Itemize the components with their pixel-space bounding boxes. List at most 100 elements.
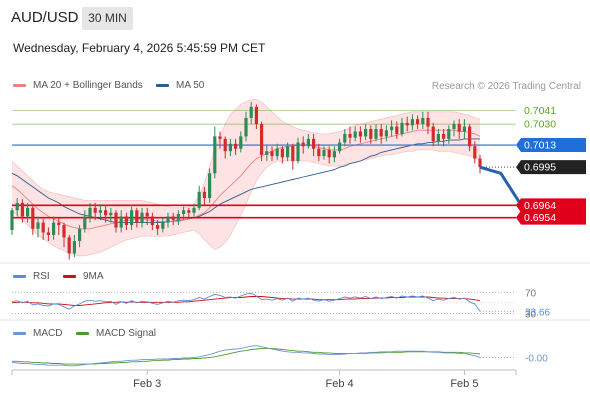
candle-body [390,126,394,131]
candle-body [161,222,165,229]
candle-body [306,138,310,147]
support-level-tag [516,198,586,213]
rsi-current-label: 33.66 [525,307,550,318]
candle-body [197,191,201,208]
candle-body [280,148,284,158]
bollinger-lower-line [11,149,481,257]
legend-rsi: RSI [13,271,50,282]
legend-macd-signal: MACD Signal [76,328,156,339]
macd-legend-label: MACD [33,328,63,339]
current-level-label: 0.6995 [524,162,556,174]
candle-body [291,146,295,162]
candle-body [72,241,76,254]
candle-body [275,148,279,157]
candle-body [436,133,440,142]
candle-body [52,222,56,235]
candle-body [249,106,253,118]
legend-ma20: MA 20 + Bollinger Bands [13,80,143,91]
candle-body [62,225,66,238]
bollinger-upper-line [11,99,481,209]
candle-body [119,216,123,228]
rsi-level-label: 30 [525,309,537,320]
time-axis-label: Feb 5 [450,378,478,390]
candle-body [421,117,425,125]
candle-body [46,232,50,235]
candle-body [98,210,102,213]
candle-body [15,202,19,211]
candle-body [286,146,290,158]
candle-body [36,222,40,229]
rsi-swatch [13,275,26,278]
candle-body [145,212,149,217]
support-level-tag [516,210,586,225]
candle-body [26,207,30,217]
candle-body [442,133,446,139]
ma20-swatch [13,84,26,87]
legend-macd: MACD [13,328,62,339]
candle-body [31,207,35,229]
candle-body [176,213,180,221]
rsi-legend-label: RSI [33,271,50,282]
candle-body [270,151,274,157]
candle-body [192,207,196,213]
candle-body [369,129,373,139]
timeframe-badge[interactable]: 30 MIN [82,7,133,30]
candle-body [322,149,326,157]
candle-body [400,122,404,134]
candle-body [93,207,97,213]
rsi-line [11,292,481,312]
candle-body [171,216,175,221]
current-level-tag [516,160,586,175]
candle-body [473,146,477,159]
candle-body [426,117,430,127]
candle-body [104,210,108,216]
macd-signal-swatch [76,332,89,335]
rsi-ma-legend-label: 9MA [83,271,104,282]
candle-body [223,138,227,152]
macd-swatch [13,332,26,335]
macd-line [11,345,481,367]
candle-body [213,136,217,174]
candle-body [410,119,414,126]
candle-body [182,210,186,214]
candle-body [156,225,160,229]
support-level-label: 0.6964 [524,200,556,212]
candle-body [332,151,336,158]
candle-body [57,222,61,226]
candle-body [353,131,357,138]
candle-body [140,212,144,223]
time-axis-label: Feb 4 [326,378,354,390]
candle-body [208,173,212,198]
candle-body [416,119,420,125]
candle-body [384,130,388,137]
candle-body [239,136,243,149]
forecast-arrow-line [479,165,523,207]
candle-body [364,129,368,137]
candle-body [395,126,399,134]
candle-body [109,212,113,216]
candle-body [478,158,482,168]
symbol-title: AUD/USD [11,9,79,26]
candle-body [130,210,134,226]
macd-current-label: -0.00 [525,353,548,364]
credit-label: Research © 2026 Trading Central [431,81,581,92]
candle-body [135,210,139,223]
candle-body [166,216,170,223]
ma50-legend-label: MA 50 [176,80,205,91]
candle-body [10,210,14,230]
candle-body [88,207,92,217]
candle-body [83,216,87,229]
resistance-level-label: 0.7041 [524,105,556,117]
candle-body [244,117,248,137]
candle-body [312,138,316,149]
candle-body [358,131,362,137]
macd-signal-legend-label: MACD Signal [96,328,157,339]
legend-ma50: MA 50 [156,80,204,91]
candle-body [202,191,206,198]
candle-body [78,228,82,242]
pivot-level-label: 0.7013 [524,140,556,152]
candle-body [468,126,472,147]
candle-body [405,122,409,126]
rsi-level-label: 70 [525,288,537,299]
